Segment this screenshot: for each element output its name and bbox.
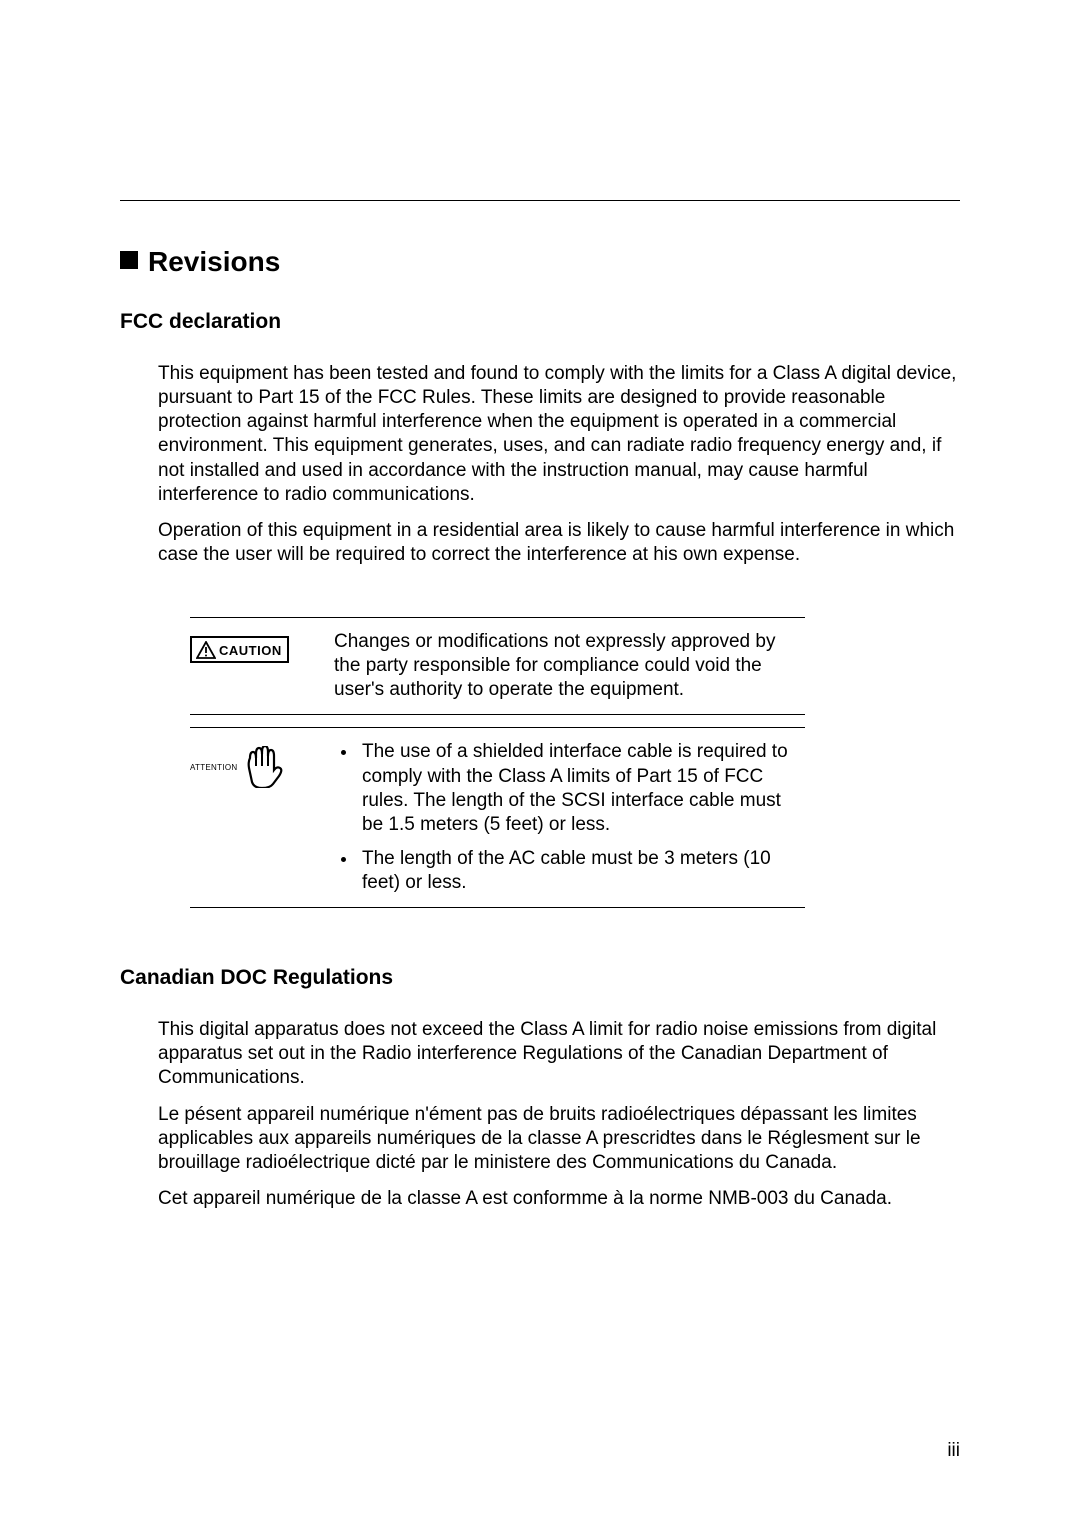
caution-callout: CAUTION Changes or modifications not exp… [190, 617, 805, 715]
fcc-paragraph-2: Operation of this equipment in a residen… [158, 519, 960, 567]
attention-label: ATTENTION [190, 763, 237, 772]
callout-gap [190, 715, 805, 727]
warning-triangle-icon [196, 641, 216, 659]
attention-bullet-2: The length of the AC cable must be 3 met… [358, 847, 805, 895]
caution-text: Changes or modifications not expressly a… [334, 630, 805, 702]
canadian-paragraph-2: Le pésent appareil numérique n'ément pas… [158, 1103, 960, 1175]
canadian-paragraph-3: Cet appareil numérique de la classe A es… [158, 1187, 960, 1211]
caution-label: CAUTION [219, 643, 282, 658]
attention-bullet-1: The use of a shielded interface cable is… [358, 740, 805, 837]
canadian-heading: Canadian DOC Regulations [120, 966, 960, 990]
attention-icon-column: ATTENTION [190, 740, 310, 788]
square-bullet-icon [120, 251, 138, 269]
attention-hand-icon [240, 746, 286, 788]
attention-callout: ATTENTION The use of a shielded interfac… [190, 727, 805, 908]
callout-container: CAUTION Changes or modifications not exp… [190, 617, 805, 908]
fcc-heading: FCC declaration [120, 310, 960, 334]
top-horizontal-rule [120, 200, 960, 201]
attention-text: The use of a shielded interface cable is… [334, 740, 805, 895]
attention-bullet-list: The use of a shielded interface cable is… [334, 740, 805, 895]
document-page: Revisions FCC declaration This equipment… [0, 0, 1080, 1283]
caution-box: CAUTION [190, 636, 289, 663]
caution-icon-column: CAUTION [190, 630, 310, 664]
attention-row: ATTENTION [190, 746, 286, 788]
section-title: Revisions [120, 246, 960, 278]
fcc-paragraph-1: This equipment has been tested and found… [158, 362, 960, 507]
canadian-paragraph-1: This digital apparatus does not exceed t… [158, 1018, 960, 1090]
section-title-text: Revisions [148, 246, 280, 277]
page-number: iii [947, 1440, 960, 1462]
